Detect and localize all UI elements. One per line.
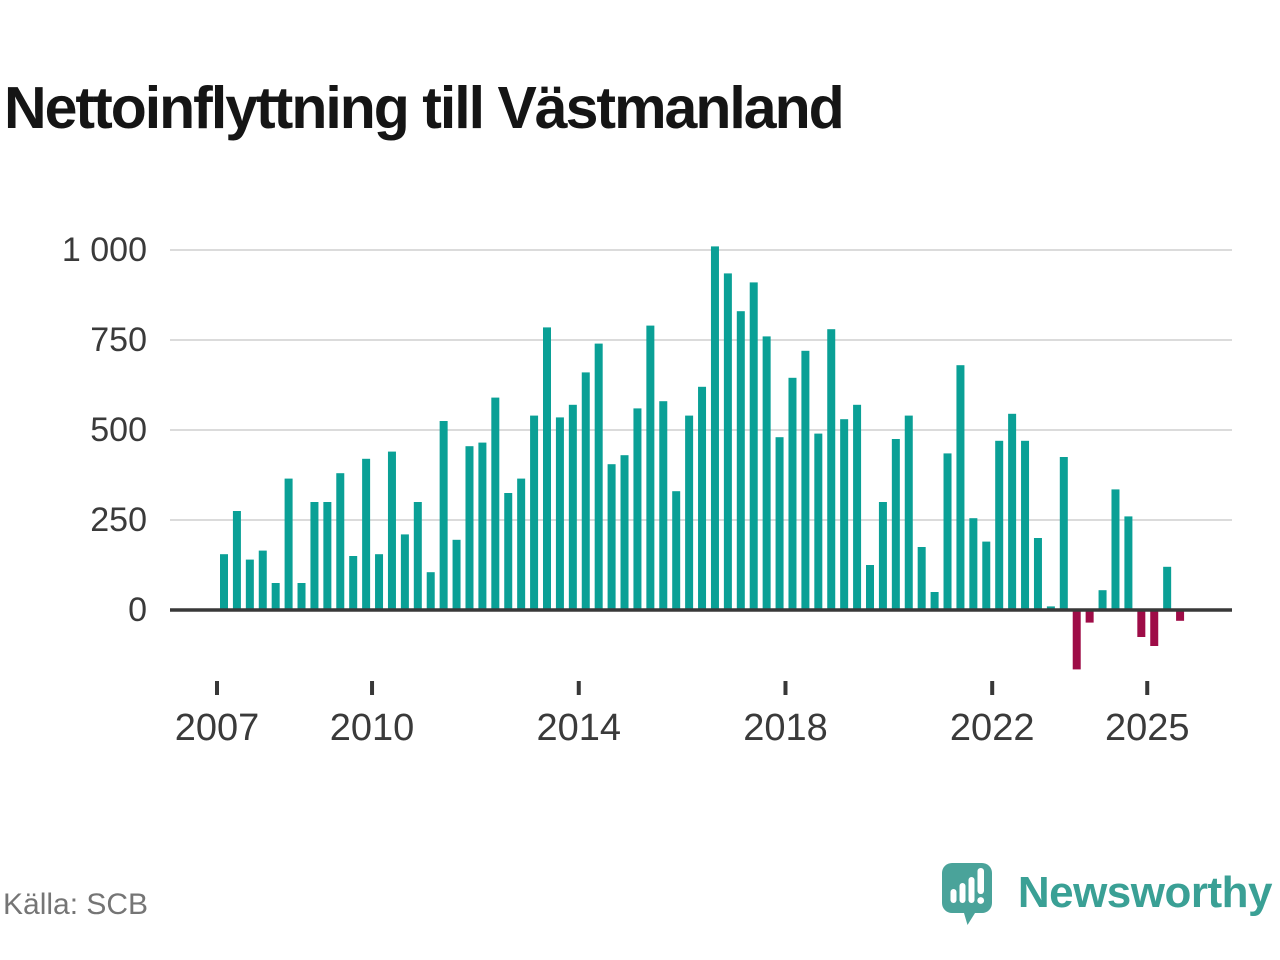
bar [258,550,267,610]
y-axis-label: 500 [90,411,147,449]
bar [336,473,345,610]
bar [413,502,422,610]
bar [607,464,616,610]
bar [439,421,448,610]
brand-footer: Newsworthy [938,858,1273,928]
bar [620,455,629,610]
bar [426,572,435,610]
bar [1124,516,1133,610]
bar [917,547,926,610]
bar [930,592,939,610]
bar [297,583,306,610]
bar [878,502,887,610]
logo-bar-3 [968,877,975,903]
bar [775,437,784,610]
bar [1072,610,1081,670]
bar [504,493,513,610]
bar [452,539,461,610]
bar [362,458,371,610]
bar [840,419,849,610]
x-axis-label: 2022 [950,707,1035,749]
bar [245,559,254,610]
bar [814,433,823,610]
bar [1008,413,1017,610]
bar [956,365,965,610]
bar [1085,610,1094,623]
bar [827,329,836,610]
bar [969,518,978,610]
bar [400,534,409,610]
bar [232,511,241,610]
logo-exclamation-bar [977,868,984,894]
bar [1163,566,1172,610]
bar [491,397,500,610]
bar [788,377,797,610]
bar [698,386,707,610]
bar [220,554,228,610]
chart-title: Nettoinflyttning till Västmanland [4,74,845,141]
bar [633,408,642,610]
bar [349,556,358,610]
bar [762,336,771,610]
logo-exclamation-dot [977,897,984,904]
source-note: Källa: SCB [3,888,149,921]
bar [568,404,577,610]
logo-bubble [941,863,992,925]
x-axis-label: 2014 [536,707,621,749]
x-axis-label: 2025 [1105,707,1190,749]
bar [465,446,474,610]
bar [581,372,590,610]
bar [1033,538,1042,610]
bar [710,246,719,610]
bar [310,502,319,610]
bar [555,417,564,610]
bar [1150,610,1159,646]
x-axis-label: 2018 [743,707,828,749]
x-axis-label: 2010 [330,707,415,749]
bar [1046,606,1055,610]
logo-bar-2 [959,883,966,903]
bar [982,541,991,610]
bar [659,401,668,610]
bar [853,404,862,610]
bar [387,451,396,610]
bar [646,325,655,610]
y-axis-label: 1 000 [62,231,147,269]
bar [685,415,694,610]
bar [801,350,810,610]
bar [995,440,1004,610]
bar [1059,457,1068,610]
y-axis-label: 750 [90,321,147,359]
y-axis-label: 250 [90,501,147,539]
bar [723,273,732,610]
logo-bar-1 [950,889,957,903]
bar [749,282,758,610]
bar [672,491,681,610]
bar [271,583,280,610]
bar [866,565,874,610]
bar [323,502,332,610]
bar [530,415,539,610]
bar [1111,489,1120,610]
bar [736,311,745,610]
bar [904,415,913,610]
bar [284,478,293,610]
bar [943,453,952,610]
brand-name: Newsworthy [1017,868,1273,917]
bar [1176,610,1185,621]
bar [1137,610,1146,637]
y-axis-label: 0 [128,591,147,629]
bar [1021,440,1030,610]
bar [375,554,384,610]
bar [543,327,551,610]
newsworthy-logo-icon [941,863,992,925]
bar [1098,590,1107,610]
x-axis-label: 2007 [175,707,260,749]
bar [594,343,603,610]
bar [891,439,900,610]
bar [517,478,526,610]
bar [478,442,487,610]
